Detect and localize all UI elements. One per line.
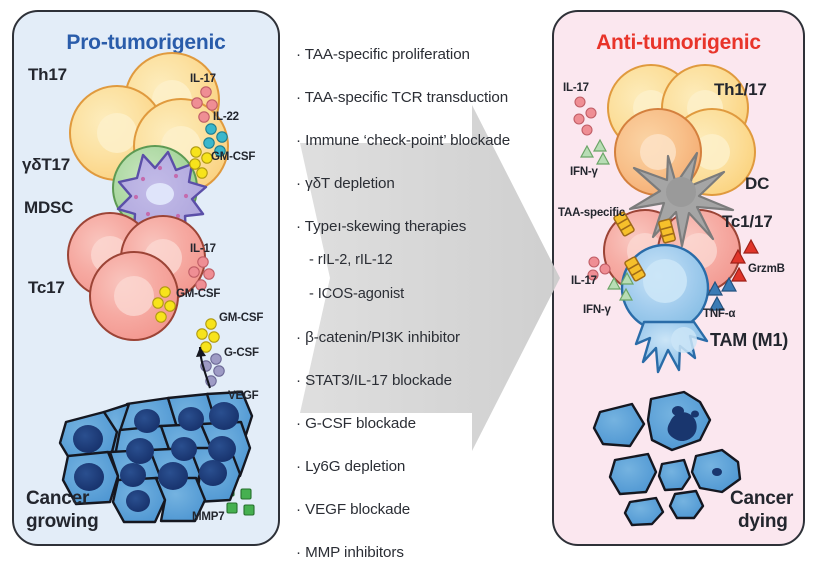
- label-tc117: Tc1/17: [722, 212, 773, 231]
- label-mdsc: MDSC: [24, 198, 74, 217]
- label-gmcsf-tc17: GM-CSF: [176, 288, 221, 300]
- list-item-8: · STAT3/IL-17 blockade: [296, 372, 452, 389]
- label-ifng-lower: IFN-γ: [583, 304, 611, 316]
- label-tam-m1: TAM (M1): [710, 330, 789, 350]
- label-il17-th17: IL-17: [190, 73, 216, 85]
- label-cancer-dying-line2: dying: [738, 511, 788, 532]
- label-gcsf: G-CSF: [224, 347, 259, 359]
- therapy-list: · TAA-specific proliferation · TAA-speci…: [296, 34, 546, 561]
- list-item-9: · G-CSF blockade: [296, 415, 416, 432]
- label-gmcsf-tumor: GM-CSF: [219, 312, 264, 324]
- list-item-2: · Immune ‘check-point’ blockade: [296, 132, 511, 149]
- label-il17-tc17: IL-17: [190, 243, 216, 255]
- label-taa-specific: TAA-specific: [558, 207, 626, 219]
- panel-title-right: Anti-tumorigenic: [596, 31, 761, 54]
- list-item-4: · Typeı-skewing therapies: [296, 218, 467, 235]
- label-vegf: VEGF: [228, 390, 259, 402]
- panel-title-left: Pro-tumorigenic: [66, 31, 226, 54]
- label-th17: Th17: [28, 65, 67, 84]
- label-dc: DC: [745, 174, 770, 193]
- label-th117: Th1/17: [714, 80, 767, 99]
- label-il17-tc117: IL-17: [571, 275, 597, 287]
- label-cancer-growing-line2: growing: [26, 511, 99, 532]
- list-item-10: · Ly6G depletion: [296, 458, 406, 475]
- list-item-1: · TAA-specific TCR transduction: [296, 89, 509, 106]
- label-il17-th117: IL-17: [563, 82, 589, 94]
- list-item-11: · VEGF blockade: [296, 501, 411, 518]
- label-mmp7: MMP7: [192, 511, 225, 523]
- label-cancer-dying-line1: Cancer: [730, 488, 794, 509]
- list-item-0: · TAA-specific proliferation: [296, 46, 470, 63]
- list-item-7: · β-catenin/PI3K inhibitor: [296, 329, 460, 346]
- label-cancer-growing-line1: Cancer: [26, 488, 90, 509]
- list-item-12: · MMP inhibitors: [296, 544, 404, 561]
- label-il22: IL-22: [213, 111, 239, 123]
- label-tc17: Tc17: [28, 278, 65, 297]
- label-ifng-upper: IFN-γ: [570, 166, 598, 178]
- list-item-3: · γδT depletion: [296, 175, 395, 192]
- label-tnfa: TNF-α: [703, 308, 736, 320]
- label-grzmb: GrzmB: [748, 263, 785, 275]
- list-item-5: - rIL-2, rIL-12: [309, 252, 393, 268]
- list-item-6: - ICOS-agonist: [309, 286, 405, 302]
- label-gmcsf-upper: GM-CSF: [211, 151, 256, 163]
- label-gdt17: γδT17: [22, 155, 71, 174]
